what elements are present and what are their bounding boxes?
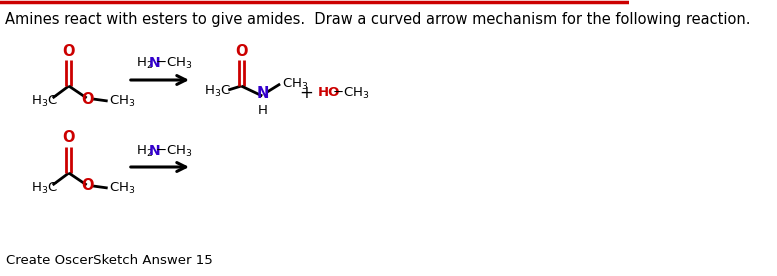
Text: O: O xyxy=(63,131,75,145)
Text: HO: HO xyxy=(317,86,340,100)
Text: $-\mathregular{CH_3}$: $-\mathregular{CH_3}$ xyxy=(155,55,192,71)
Text: O: O xyxy=(81,179,94,193)
Text: $\mathregular{CH_3}$: $\mathregular{CH_3}$ xyxy=(282,76,308,92)
Text: $-\mathregular{CH_3}$: $-\mathregular{CH_3}$ xyxy=(155,144,192,158)
Text: H: H xyxy=(258,104,268,116)
Text: $-\mathregular{CH_3}$: $-\mathregular{CH_3}$ xyxy=(332,86,370,100)
Text: $\mathregular{CH_3}$: $\mathregular{CH_3}$ xyxy=(110,94,136,108)
Text: $\mathregular{H_3C}$: $\mathregular{H_3C}$ xyxy=(204,83,231,99)
Text: $\mathregular{H_2}$: $\mathregular{H_2}$ xyxy=(136,55,153,71)
Text: N: N xyxy=(257,86,270,102)
Text: $\mathregular{H_3C}$: $\mathregular{H_3C}$ xyxy=(31,181,57,196)
Text: O: O xyxy=(81,92,94,107)
Text: $\mathregular{H_2}$: $\mathregular{H_2}$ xyxy=(136,144,153,158)
Text: +: + xyxy=(299,84,313,102)
Text: Create OscerSketch Answer 15: Create OscerSketch Answer 15 xyxy=(6,253,213,267)
Text: O: O xyxy=(235,44,248,59)
Text: $\mathregular{H_3C}$: $\mathregular{H_3C}$ xyxy=(31,94,57,108)
Text: $\mathregular{CH_3}$: $\mathregular{CH_3}$ xyxy=(110,181,136,196)
Text: Amines react with esters to give amides.  Draw a curved arrow mechanism for the : Amines react with esters to give amides.… xyxy=(5,12,751,27)
Text: N: N xyxy=(149,56,161,70)
Text: O: O xyxy=(63,44,75,59)
Text: N: N xyxy=(149,144,161,158)
